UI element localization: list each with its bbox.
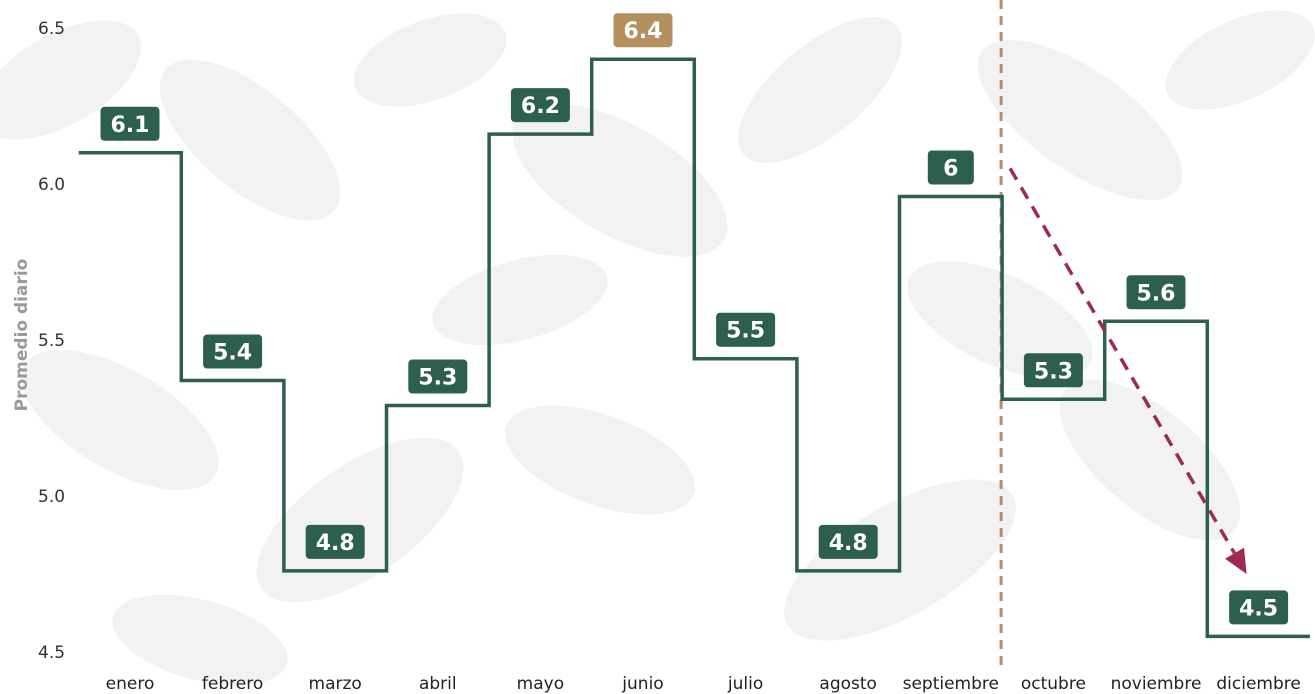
x-tick-label: junio xyxy=(621,674,663,694)
data-label-text: 6.2 xyxy=(521,94,560,119)
x-tick-label: abril xyxy=(419,674,457,694)
y-tick-label: 5.5 xyxy=(38,331,65,351)
x-tick-label: octubre xyxy=(1021,674,1086,694)
trend-arrow-head xyxy=(1225,547,1247,574)
data-label-text: 4.8 xyxy=(316,531,355,556)
background-shape xyxy=(0,20,142,140)
data-label: 5.3 xyxy=(1023,353,1083,388)
x-tick-label: agosto xyxy=(819,674,877,694)
data-label-text: 6 xyxy=(943,156,958,181)
data-label: 6.1 xyxy=(100,106,160,141)
data-label-box xyxy=(305,524,365,559)
data-label: 5.3 xyxy=(408,359,468,394)
trend-arrow xyxy=(1008,167,1247,574)
data-label-text: 5.5 xyxy=(726,319,765,344)
data-label-text: 5.3 xyxy=(1034,359,1073,384)
x-tick-label: febrero xyxy=(202,674,263,694)
y-tick-label: 6.0 xyxy=(38,175,65,195)
data-label-text: 6.1 xyxy=(111,113,150,138)
x-tick-label: julio xyxy=(727,674,763,694)
data-label: 5.6 xyxy=(1126,275,1186,310)
x-tick-label: septiembre xyxy=(903,674,999,694)
background-shape xyxy=(1059,379,1241,541)
background-shape xyxy=(159,59,341,221)
background-shape xyxy=(1165,10,1315,110)
data-label-box xyxy=(100,106,160,141)
y-tick-label: 6.5 xyxy=(38,19,65,39)
data-label: 4.8 xyxy=(305,524,365,559)
data-label-box xyxy=(927,150,974,185)
data-label-box xyxy=(716,312,776,347)
background-shape xyxy=(512,103,728,257)
background-shape xyxy=(977,39,1183,201)
data-label-box xyxy=(203,334,263,369)
x-tick-label: enero xyxy=(106,674,155,694)
data-label-text: 6.4 xyxy=(624,19,663,44)
step-series-line xyxy=(78,57,1310,639)
background-shape xyxy=(256,437,464,603)
data-label-box xyxy=(510,88,570,123)
x-tick-label: mayo xyxy=(517,674,564,694)
background-shape xyxy=(21,350,219,490)
data-label: 6.4 xyxy=(613,13,673,48)
data-label: 4.8 xyxy=(818,524,878,559)
x-tick-label: diciembre xyxy=(1216,674,1300,694)
data-label-box xyxy=(818,524,878,559)
y-tick-label: 5.0 xyxy=(38,487,65,507)
background-shape xyxy=(112,594,288,686)
data-label: 5.5 xyxy=(716,312,776,347)
background-shape xyxy=(504,405,696,515)
data-labels: 6.1 5.4 4.8 5.3 6.2 6.4 5.5 4.8 6 5.3 5.6 4.5 xyxy=(100,13,1289,625)
data-label-box xyxy=(613,13,673,48)
data-label-box xyxy=(1229,590,1289,625)
data-label-text: 5.4 xyxy=(213,341,252,366)
data-label-box xyxy=(1126,275,1186,310)
y-axis-label: Promedio diario xyxy=(12,259,32,412)
data-label-box xyxy=(408,359,468,394)
x-tick-label: marzo xyxy=(309,674,362,694)
background-shape xyxy=(353,13,507,107)
background-shape xyxy=(738,17,902,163)
y-axis: 4.5 5.0 5.5 6.0 6.5 xyxy=(38,19,65,663)
data-label: 5.4 xyxy=(203,334,263,369)
data-label-text: 5.6 xyxy=(1137,281,1176,306)
data-label-box xyxy=(1023,353,1083,388)
y-tick-label: 4.5 xyxy=(38,643,65,663)
data-label: 6 xyxy=(927,150,974,185)
data-label-text: 4.8 xyxy=(829,531,868,556)
data-label-text: 4.5 xyxy=(1239,596,1278,621)
x-axis: enero febrero marzo abril mayo junio julio agos… xyxy=(106,674,1301,694)
x-tick-label: noviembre xyxy=(1111,674,1202,694)
data-label-text: 5.3 xyxy=(418,366,457,391)
data-label: 6.2 xyxy=(510,88,570,123)
data-label: 4.5 xyxy=(1229,590,1289,625)
trend-arrow-shaft xyxy=(1008,167,1237,555)
background-shape xyxy=(432,254,608,346)
